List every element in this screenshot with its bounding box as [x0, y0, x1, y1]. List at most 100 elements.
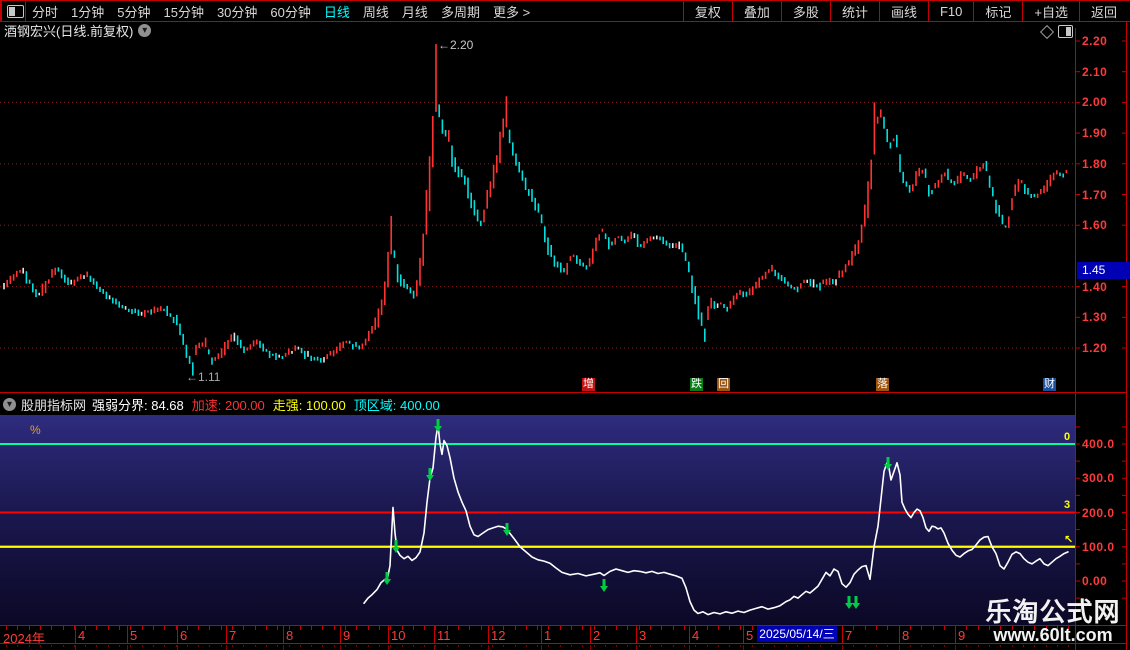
- sub-tick: [910, 645, 911, 647]
- week-tick: [17, 626, 18, 630]
- sub-tick: [221, 645, 222, 647]
- week-tick: [74, 626, 75, 630]
- action-8[interactable]: +自选: [1022, 1, 1079, 21]
- watermark-url: www.60lt.com: [993, 625, 1113, 646]
- period-tab-6[interactable]: 60分钟: [270, 4, 311, 20]
- sub-tick: [266, 645, 267, 647]
- sub-tick: [548, 645, 549, 647]
- week-tick: [221, 626, 222, 630]
- sub-tick: [820, 645, 821, 647]
- sub-tick: [164, 645, 165, 647]
- indicator-panel[interactable]: [0, 415, 1075, 625]
- sub-tick: [40, 645, 41, 647]
- ad-badge-2[interactable]: 跌: [690, 378, 703, 391]
- period-toolbar: 分时 1分钟 5分钟 15分钟 30分钟 60分钟 日线 周线 月线 多周期 更多 > 复权 叠加 多股…: [0, 0, 1130, 21]
- period-tab-3[interactable]: 5分钟: [117, 4, 151, 20]
- week-tick: [334, 626, 335, 630]
- sub-tick: [989, 645, 990, 647]
- toolbar-actions: 复权 叠加 多股 统计 画线 F10 标记 +自选 返回: [682, 1, 1128, 21]
- week-tick: [119, 626, 120, 630]
- week-tick: [424, 626, 425, 630]
- sub-tick: [424, 645, 425, 647]
- week-tick: [639, 626, 640, 630]
- indicator-chevron-icon[interactable]: ▾: [3, 397, 16, 411]
- time-axis-label: 10: [391, 628, 406, 643]
- indicator-tick-label: 400.0: [1082, 437, 1115, 451]
- ad-badge-1[interactable]: 增: [582, 378, 595, 391]
- period-tab-1[interactable]: 分时: [32, 4, 59, 20]
- action-2[interactable]: 叠加: [731, 1, 781, 21]
- week-tick: [85, 626, 86, 630]
- period-tab-4[interactable]: 15分钟: [163, 4, 204, 20]
- price-tick-label: 1.90: [1082, 126, 1108, 141]
- period-tab-10[interactable]: 多周期: [440, 4, 480, 20]
- action-7[interactable]: 标记: [973, 1, 1022, 21]
- week-tick: [311, 626, 312, 630]
- period-tab-2[interactable]: 1分钟: [71, 4, 105, 20]
- week-tick: [571, 626, 572, 630]
- week-tick: [153, 626, 154, 630]
- week-tick: [887, 626, 888, 630]
- week-tick: [707, 626, 708, 630]
- week-tick: [899, 626, 900, 630]
- sub-tick: [582, 645, 583, 647]
- sub-tick: [481, 645, 482, 647]
- week-tick: [1057, 626, 1058, 630]
- action-4[interactable]: 统计: [829, 1, 879, 21]
- week-tick: [255, 626, 256, 630]
- xaxis-bottom-border: [0, 643, 1126, 644]
- panel-divider: [0, 392, 1126, 393]
- month-separator: [636, 626, 637, 643]
- sub-separator: [955, 645, 956, 650]
- week-tick: [966, 626, 967, 630]
- month-separator: [75, 626, 76, 643]
- action-5[interactable]: 画线: [878, 1, 928, 21]
- week-tick: [289, 626, 290, 630]
- sub-tick: [955, 645, 956, 647]
- percent-label: %: [30, 423, 41, 437]
- sub-separator: [177, 645, 178, 650]
- sidebar-toggle-icon[interactable]: [7, 5, 24, 18]
- chart-title-bar[interactable]: 酒钢宏兴(日线.前复权) ▾: [0, 22, 1075, 39]
- week-tick: [978, 626, 979, 630]
- week-tick: [718, 626, 719, 630]
- action-1[interactable]: 复权: [682, 1, 732, 21]
- time-axis-label: 1: [544, 628, 552, 643]
- sub-tick: [774, 645, 775, 647]
- action-9[interactable]: 返回: [1078, 1, 1128, 21]
- peak-annotation: ←2.20: [438, 38, 474, 52]
- week-tick: [1023, 626, 1024, 630]
- action-3[interactable]: 多股: [780, 1, 830, 21]
- indicator-param-4: 顶区域: 400.00: [353, 397, 440, 413]
- sub-tick: [289, 645, 290, 647]
- split-view-icon[interactable]: [1058, 25, 1073, 38]
- period-tab-7[interactable]: 日线: [323, 4, 350, 20]
- week-tick: [469, 626, 470, 630]
- period-tab-8[interactable]: 周线: [362, 4, 389, 20]
- week-tick: [684, 626, 685, 630]
- period-tab-9[interactable]: 月线: [401, 4, 428, 20]
- period-tabs: 分时 1分钟 5分钟 15分钟 30分钟 60分钟 日线 周线 月线 多周期 更多 >: [32, 1, 530, 21]
- week-tick: [345, 626, 346, 630]
- chevron-down-icon[interactable]: ▾: [138, 23, 152, 37]
- week-tick: [921, 626, 922, 630]
- ad-badge-3[interactable]: 回: [717, 378, 730, 391]
- period-tab-5[interactable]: 30分钟: [216, 4, 258, 20]
- sub-tick: [933, 645, 934, 647]
- price-tick-label: 1.20: [1082, 341, 1108, 355]
- price-tick-label: 1.30: [1082, 310, 1108, 325]
- main-chart-area[interactable]: ←2.20 ←1.11: [0, 38, 1075, 392]
- ad-badge-5[interactable]: 财: [1043, 378, 1056, 391]
- ad-badge-4[interactable]: 落: [876, 378, 889, 391]
- week-tick: [29, 626, 30, 630]
- action-6[interactable]: F10: [927, 1, 973, 21]
- edge-label-2: 3: [1064, 499, 1071, 511]
- sub-tick: [413, 645, 414, 647]
- sub-separator: [434, 645, 435, 650]
- week-tick: [390, 626, 391, 630]
- watermark: 乐淘公式网 www.60lt.com: [978, 598, 1128, 646]
- price-tick-label: 1.70: [1082, 187, 1108, 202]
- price-tick-label: 2.00: [1082, 95, 1108, 110]
- period-tab-11[interactable]: 更多 >: [492, 4, 531, 20]
- time-axis-label: 8: [902, 628, 910, 643]
